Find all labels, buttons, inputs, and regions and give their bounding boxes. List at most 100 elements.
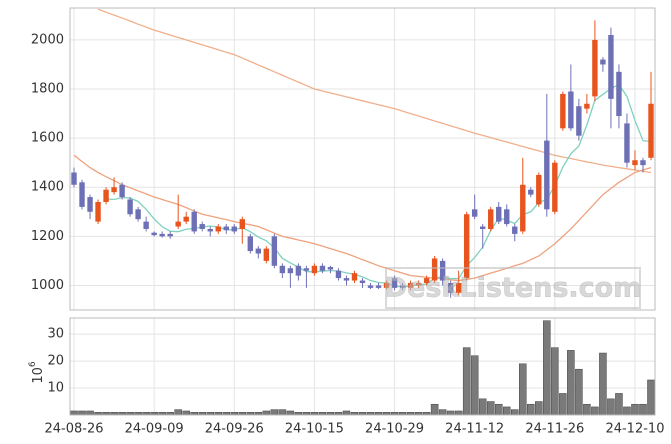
x-tick-label: 24-08-26 — [44, 422, 103, 437]
candle-body — [279, 265, 286, 274]
candle-body — [496, 206, 502, 222]
volume-bar — [478, 398, 487, 415]
candle-body — [135, 209, 141, 220]
candle-body — [600, 59, 606, 65]
y-tick-label: 20 — [47, 354, 64, 369]
candle-body — [488, 209, 494, 229]
volume-bar — [502, 406, 511, 415]
volume-bar — [535, 401, 543, 415]
volume-bar — [286, 410, 295, 415]
candle-body — [463, 214, 470, 279]
candle-body — [95, 201, 101, 222]
y-tick-label: 1600 — [31, 131, 64, 146]
volume-bar — [543, 320, 551, 415]
candle-body — [616, 71, 622, 117]
candle-body — [415, 282, 422, 286]
candle-body — [455, 282, 462, 293]
candle-body — [391, 278, 398, 288]
candle-body — [447, 282, 454, 293]
candle-body — [576, 106, 582, 136]
y-tick-label: 30 — [47, 327, 64, 342]
candle-body — [359, 280, 366, 283]
volume-bar — [494, 403, 503, 415]
volume-bar — [623, 406, 631, 415]
candle-body — [119, 184, 125, 198]
volume-bar — [591, 406, 599, 415]
candle-body — [191, 211, 197, 232]
candle-body — [263, 248, 270, 261]
y-tick-label: 1200 — [31, 229, 64, 244]
candle-body — [592, 39, 598, 97]
candle-body — [151, 232, 157, 236]
y-tick-label: 1400 — [31, 180, 64, 195]
y-tick-label: 2000 — [31, 32, 64, 47]
moving-average-line — [97, 8, 652, 174]
candle-body — [480, 226, 486, 229]
panel-frame — [69, 7, 656, 311]
x-tick-label: 24-12-10 — [605, 422, 664, 437]
volume-bar — [583, 403, 591, 415]
candle-body — [552, 162, 558, 212]
watermark: DeskListens.com — [384, 267, 642, 309]
volume-bar — [486, 401, 495, 415]
volume-bar — [430, 403, 439, 415]
candle-body — [568, 91, 574, 129]
volume-bar — [615, 393, 623, 415]
candle-body — [103, 189, 109, 202]
candle-body — [223, 226, 229, 231]
candle-body — [351, 273, 358, 281]
y-tick-label: 10 — [47, 381, 64, 396]
candle-body — [167, 233, 173, 237]
candle-body — [624, 123, 630, 163]
candle-body — [159, 233, 165, 237]
volume-bar — [639, 403, 647, 415]
volume-bar — [647, 379, 655, 415]
candle-body — [648, 103, 654, 158]
candle-body — [255, 248, 262, 254]
volume-bar — [182, 410, 190, 415]
candle-body — [560, 93, 566, 129]
candle-body — [423, 278, 430, 283]
candle-body — [528, 189, 534, 195]
volume-bar — [78, 410, 86, 415]
x-tick-label: 24-09-26 — [205, 422, 264, 437]
volume-bar — [607, 398, 615, 415]
candle-body — [512, 226, 518, 234]
candle-body — [143, 221, 149, 229]
candle-body — [247, 236, 254, 252]
y-axis-label: 106 — [28, 361, 46, 384]
candle-body — [319, 265, 326, 271]
candle-body — [215, 226, 221, 232]
candle-body — [375, 285, 382, 288]
panel-frame — [69, 317, 656, 416]
volume-bar — [527, 403, 535, 415]
volume-bar — [599, 352, 607, 415]
candle-body — [207, 228, 213, 232]
candle-body — [367, 285, 374, 288]
candle-body — [199, 224, 205, 229]
volume-bar — [559, 393, 567, 415]
watermark-text: DeskListens.com — [385, 273, 642, 304]
candle-body — [71, 172, 77, 185]
candle-body — [231, 226, 237, 232]
candle-body — [584, 103, 590, 109]
volume-bar — [342, 410, 351, 415]
y-axis-label-base: 10 — [31, 367, 46, 384]
volume-bar — [446, 410, 455, 415]
volume-bar — [575, 368, 583, 415]
candle-body — [632, 160, 638, 166]
candle-body — [311, 265, 318, 274]
y-axis-label-exponent: 6 — [28, 361, 38, 367]
volume-bar — [86, 410, 94, 415]
volume-bar — [174, 409, 182, 415]
volume-bar — [262, 410, 271, 415]
candle-body — [544, 140, 550, 210]
candle-body — [183, 216, 189, 222]
candle-body — [399, 285, 406, 288]
volume-bar — [454, 410, 463, 415]
volume-bar — [70, 410, 78, 415]
volume-bar — [511, 409, 519, 415]
volume-bar — [270, 409, 279, 415]
volume-bar — [462, 347, 471, 415]
